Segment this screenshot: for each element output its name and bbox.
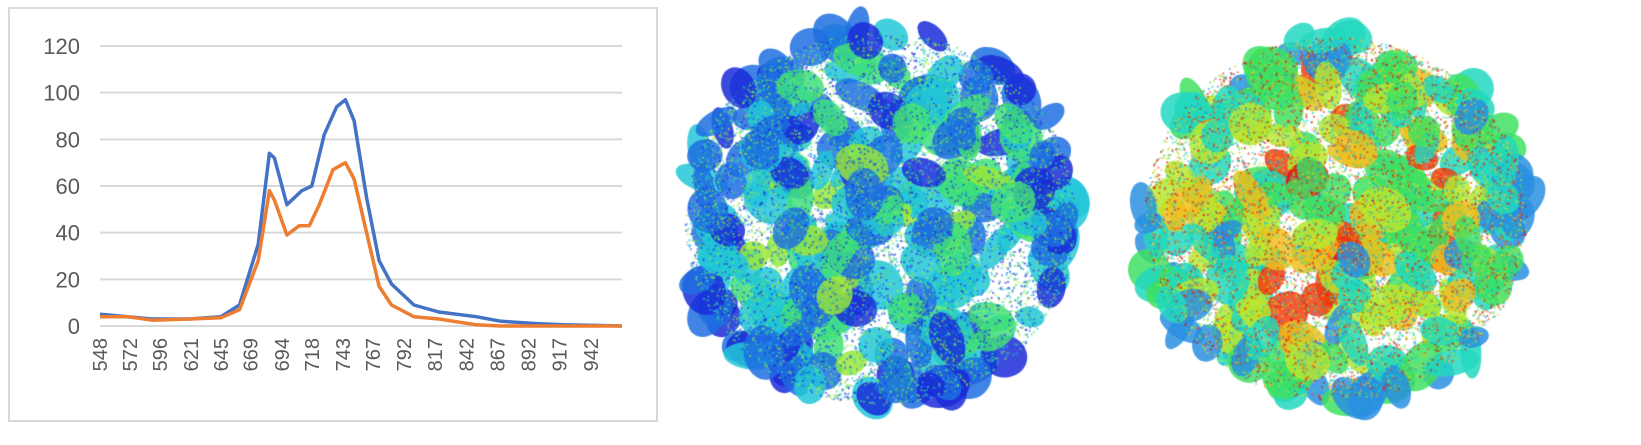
x-tick-label: 942	[581, 338, 603, 371]
x-tick-label: 743	[333, 338, 355, 371]
y-tick-label: 0	[68, 314, 80, 339]
x-tick-label: 792	[394, 338, 416, 371]
x-tick-label: 669	[241, 338, 263, 371]
x-tick-label: 548	[90, 338, 112, 371]
y-tick-label: 80	[56, 127, 80, 152]
heatmap-image-right	[1110, 0, 1570, 445]
x-tick-label: 718	[302, 338, 324, 371]
y-tick-label: 40	[56, 221, 80, 246]
x-tick-label: 621	[181, 338, 203, 371]
chart-frame	[8, 7, 658, 422]
x-tick-label: 694	[272, 338, 294, 371]
x-tick-label: 645	[211, 338, 233, 371]
x-tick-label: 572	[120, 338, 142, 371]
x-tick-label: 817	[425, 338, 447, 371]
x-tick-label: 917	[550, 338, 572, 371]
x-tick-label: 596	[150, 338, 172, 371]
y-tick-label: 60	[56, 174, 80, 199]
y-tick-label: 20	[56, 267, 80, 292]
x-tick-label: 767	[363, 338, 385, 371]
spectrum-line-chart: 0 20 40 60 80 100 120 548 572 596 621 645 669 694 718 7…	[43, 34, 623, 371]
y-tick-label: 100	[43, 81, 80, 106]
y-tick-label: 120	[43, 34, 80, 59]
heatmap-image-left	[665, 0, 1125, 445]
series-line-2	[100, 160, 622, 328]
x-tick-label: 892	[519, 338, 541, 371]
x-tick-label: 842	[456, 338, 478, 371]
x-tick-label: 867	[487, 338, 509, 371]
